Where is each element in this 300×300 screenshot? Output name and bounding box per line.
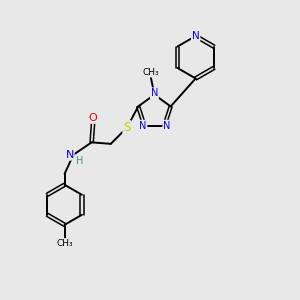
Text: N: N bbox=[139, 121, 147, 130]
Text: O: O bbox=[89, 113, 98, 123]
Text: CH₃: CH₃ bbox=[142, 68, 159, 77]
Text: H: H bbox=[76, 156, 84, 166]
Text: S: S bbox=[123, 121, 131, 134]
Text: CH₃: CH₃ bbox=[56, 239, 73, 248]
Text: N: N bbox=[151, 88, 158, 98]
Text: N: N bbox=[65, 150, 74, 160]
Text: N: N bbox=[192, 31, 200, 41]
Text: N: N bbox=[163, 121, 170, 130]
